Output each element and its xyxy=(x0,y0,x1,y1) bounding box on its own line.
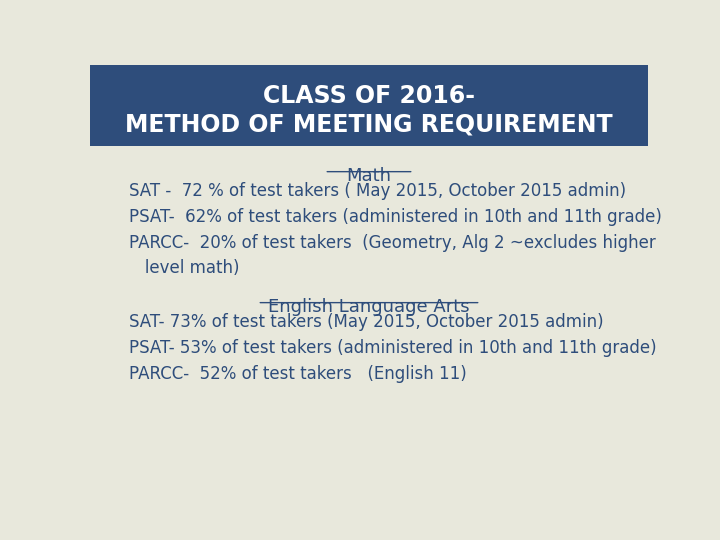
Text: METHOD OF MEETING REQUIREMENT: METHOD OF MEETING REQUIREMENT xyxy=(125,112,613,136)
Text: level math): level math) xyxy=(129,259,240,278)
Text: Math: Math xyxy=(346,167,392,185)
FancyBboxPatch shape xyxy=(90,65,648,146)
Text: PSAT-  62% of test takers (administered in 10th and 11th grade): PSAT- 62% of test takers (administered i… xyxy=(129,208,662,226)
Text: SAT- 73% of test takers (May 2015, October 2015 admin): SAT- 73% of test takers (May 2015, Octob… xyxy=(129,313,603,331)
Text: PARCC-  20% of test takers  (Geometry, Alg 2 ~excludes higher: PARCC- 20% of test takers (Geometry, Alg… xyxy=(129,234,656,252)
Text: PARCC-  52% of test takers   (English 11): PARCC- 52% of test takers (English 11) xyxy=(129,364,467,383)
Text: SAT -  72 % of test takers ( May 2015, October 2015 admin): SAT - 72 % of test takers ( May 2015, Oc… xyxy=(129,182,626,200)
Text: PSAT- 53% of test takers (administered in 10th and 11th grade): PSAT- 53% of test takers (administered i… xyxy=(129,339,657,357)
Text: English Language Arts: English Language Arts xyxy=(268,298,470,316)
Text: CLASS OF 2016-: CLASS OF 2016- xyxy=(263,84,475,108)
